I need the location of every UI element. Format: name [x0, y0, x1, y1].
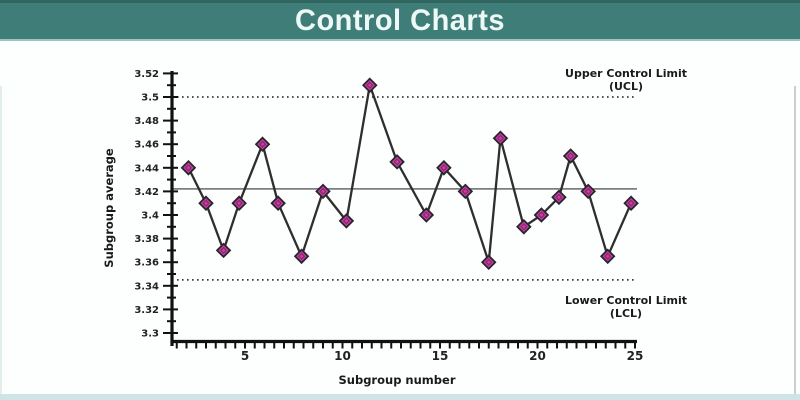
- y-tick-label: 3.34: [134, 281, 159, 292]
- data-point-marker-inner: [627, 199, 635, 207]
- y-tick-label: 3.5: [141, 93, 159, 104]
- data-point-marker: [599, 248, 616, 265]
- data-point-marker: [480, 254, 497, 270]
- left-edge-border: [0, 86, 2, 394]
- data-point-marker-inner: [520, 223, 528, 231]
- data-point-marker: [254, 136, 271, 152]
- data-point-marker-inner: [604, 252, 612, 260]
- y-axis-title: Subgroup average: [102, 148, 116, 268]
- data-point-marker: [215, 242, 232, 259]
- control-chart: 3.3 3.32 3.34 3.36 3.38 3.4 3.42 3.44 3.46 3.48 3.…: [102, 67, 687, 387]
- y-tick-label: 3.4: [141, 211, 159, 222]
- bottom-strip: [0, 394, 800, 400]
- data-point-marker: [580, 183, 596, 200]
- ucl-label: Upper Control Limit: [565, 67, 687, 80]
- data-point-marker-inner: [567, 152, 575, 160]
- data-point-marker: [180, 160, 197, 176]
- data-point-marker-inner: [184, 164, 193, 172]
- x-axis-title: Subgroup number: [339, 373, 456, 387]
- right-edge-border: [794, 86, 796, 394]
- data-point-marker: [516, 219, 532, 235]
- data-point-marker: [198, 195, 214, 211]
- y-tick-label: 3.48: [134, 116, 159, 127]
- data-point-marker-inner: [485, 258, 493, 266]
- data-point-marker: [389, 154, 405, 170]
- data-point-marker: [436, 160, 452, 176]
- lcl-label: (LCL): [610, 307, 642, 320]
- data-point-marker-inner: [461, 187, 469, 196]
- x-tick-label: 20: [529, 349, 546, 363]
- data-point-marker: [362, 77, 378, 93]
- y-tick-label: 3.42: [134, 187, 159, 198]
- series-line: [187, 84, 633, 264]
- data-point-marker-inner: [440, 164, 448, 172]
- data-point-marker: [623, 195, 639, 211]
- data-point-marker-inner: [219, 246, 228, 255]
- y-tick-label: 3.52: [134, 69, 159, 80]
- data-point-marker-inner: [393, 158, 401, 166]
- x-tick-label: 25: [627, 349, 644, 363]
- data-point-marker: [418, 207, 435, 223]
- data-point-marker: [270, 195, 286, 211]
- data-point-marker-inner: [258, 140, 267, 148]
- data-point-marker-inner: [496, 134, 505, 142]
- y-tick-label: 3.44: [134, 163, 159, 174]
- data-point-marker: [231, 195, 247, 211]
- y-tick-label: 3.3: [141, 329, 159, 340]
- y-tick-label: 3.32: [134, 305, 159, 316]
- data-point-marker-inner: [555, 193, 563, 201]
- y-tick-label: 3.36: [134, 258, 159, 269]
- data-point-marker-inner: [422, 211, 430, 219]
- header-banner: Control Charts: [0, 0, 800, 41]
- data-point-marker: [457, 183, 474, 200]
- data-point-marker: [338, 213, 355, 229]
- x-tick-label: 5: [241, 349, 249, 363]
- data-point-marker: [551, 189, 567, 206]
- data-point-marker: [492, 130, 509, 147]
- data-point-marker-inner: [202, 199, 210, 207]
- data-point-marker: [533, 207, 550, 223]
- data-point-marker-inner: [584, 187, 592, 196]
- y-tick-label: 3.38: [134, 234, 159, 245]
- data-point-marker-inner: [297, 252, 306, 260]
- data-point-marker: [315, 183, 331, 200]
- data-point-marker: [562, 148, 579, 164]
- x-tick-label: 15: [432, 349, 449, 363]
- data-point-marker: [293, 248, 310, 265]
- chart-area: 3.3 3.32 3.34 3.36 3.38 3.4 3.42 3.44 3.46 3.48 3.…: [0, 43, 800, 400]
- lcl-label: Lower Control Limit: [565, 294, 687, 307]
- data-point-marker-inner: [235, 199, 243, 207]
- page-title: Control Charts: [295, 4, 505, 37]
- y-tick-label: 3.46: [134, 140, 159, 151]
- data-point-marker-inner: [319, 187, 327, 196]
- data-point-marker-inner: [342, 217, 351, 225]
- x-tick-label: 10: [334, 349, 351, 363]
- data-point-marker-inner: [537, 211, 546, 219]
- data-point-marker-inner: [366, 81, 374, 89]
- ucl-label: (UCL): [609, 80, 643, 93]
- data-point-marker-inner: [274, 199, 282, 207]
